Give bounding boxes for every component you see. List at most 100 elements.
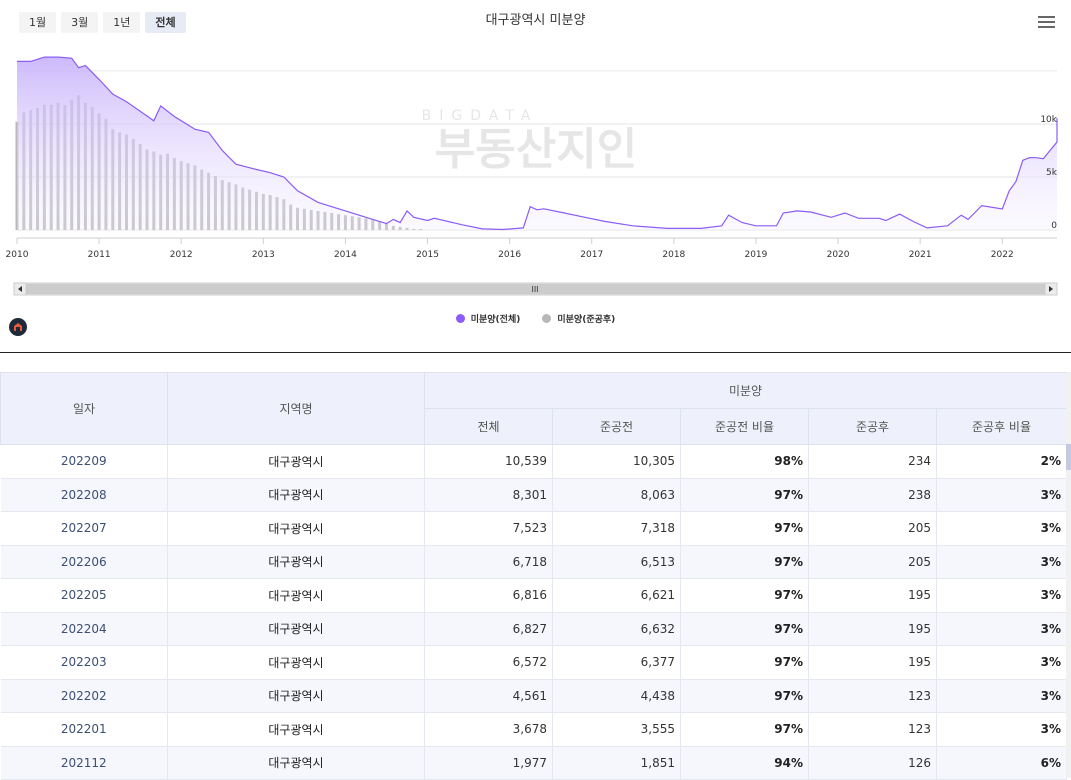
table-row[interactable]: 202209 대구광역시 10,539 10,305 98% 234 2% bbox=[0, 444, 1068, 479]
legend-item-total[interactable]: 미분양(전체) bbox=[455, 312, 521, 325]
cell-total: 6,718 bbox=[424, 545, 553, 579]
cell-after-ratio: 6% bbox=[936, 746, 1068, 780]
scroller-grip-icon: III bbox=[531, 285, 538, 294]
range-button-all[interactable]: 전체 bbox=[145, 12, 186, 33]
cell-before: 6,632 bbox=[552, 612, 681, 646]
cell-after: 126 bbox=[808, 746, 937, 780]
cell-after: 205 bbox=[808, 511, 937, 546]
cell-total: 6,572 bbox=[424, 645, 553, 680]
chart-title: 대구광역시 미분양 bbox=[485, 13, 586, 28]
x-tick-label: 2022 bbox=[991, 250, 1014, 260]
cell-before: 6,513 bbox=[552, 545, 681, 579]
column-header-region[interactable]: 지역명 bbox=[167, 372, 425, 445]
table-row[interactable]: 202201 대구광역시 3,678 3,555 97% 123 3% bbox=[0, 712, 1068, 747]
cell-before: 4,438 bbox=[552, 679, 681, 713]
cell-date: 202204 bbox=[0, 612, 168, 646]
cell-before: 8,063 bbox=[552, 478, 681, 512]
cell-after-ratio: 3% bbox=[936, 645, 1068, 680]
cell-before: 6,621 bbox=[552, 578, 681, 613]
y-tick-label: 0 bbox=[1051, 221, 1057, 231]
range-button-1m[interactable]: 1월 bbox=[19, 12, 57, 33]
table-row[interactable]: 202206 대구광역시 6,718 6,513 97% 205 3% bbox=[0, 545, 1068, 579]
scroller-thumb[interactable] bbox=[26, 284, 1045, 294]
watermark: BIGDATA 부동산지인 bbox=[422, 108, 638, 175]
table-row[interactable]: 202207 대구광역시 7,523 7,318 97% 205 3% bbox=[0, 511, 1068, 546]
legend-label-total: 미분양(전체) bbox=[470, 315, 521, 325]
cell-before: 3,555 bbox=[552, 712, 681, 747]
cell-region: 대구광역시 bbox=[167, 578, 425, 613]
column-header-after-ratio[interactable]: 준공후 비율 bbox=[935, 408, 1068, 445]
watermark-sub: BIGDATA bbox=[422, 108, 539, 124]
x-tick-label: 2021 bbox=[909, 250, 932, 260]
column-header-after[interactable]: 준공후 bbox=[808, 408, 937, 445]
x-tick-label: 2016 bbox=[498, 250, 521, 260]
range-button-3m[interactable]: 3월 bbox=[61, 12, 99, 33]
cell-after: 195 bbox=[808, 645, 937, 680]
column-group-header: 미분양 bbox=[423, 372, 1068, 409]
hamburger-menu-icon[interactable] bbox=[1038, 16, 1055, 30]
cell-date: 202209 bbox=[0, 444, 168, 479]
cell-after-ratio: 3% bbox=[936, 478, 1068, 512]
legend-label-after: 미분양(준공후) bbox=[557, 315, 616, 325]
cell-after-ratio: 3% bbox=[936, 511, 1068, 546]
data-table: 일자 지역명 미분양 전체 준공전 준공전 비율 준공후 준공후 비율 2022… bbox=[0, 372, 1068, 780]
y-tick-label: 10k bbox=[1040, 115, 1057, 125]
cell-before-ratio: 97% bbox=[680, 478, 809, 512]
cell-before-ratio: 97% bbox=[680, 712, 809, 747]
cell-before: 6,377 bbox=[552, 645, 681, 680]
cell-date: 202206 bbox=[0, 545, 168, 579]
table-row[interactable]: 202112 대구광역시 1,977 1,851 94% 126 6% bbox=[0, 746, 1068, 780]
table-row[interactable]: 202205 대구광역시 6,816 6,621 97% 195 3% bbox=[0, 578, 1068, 613]
cell-after-ratio: 3% bbox=[936, 712, 1068, 747]
cell-region: 대구광역시 bbox=[167, 444, 425, 479]
cell-total: 6,816 bbox=[424, 578, 553, 613]
table-scrollbar[interactable] bbox=[1066, 372, 1071, 778]
cell-total: 7,523 bbox=[424, 511, 553, 546]
series-line-total[interactable] bbox=[17, 56, 1058, 231]
x-tick-label: 2018 bbox=[662, 250, 685, 260]
x-tick-label: 2014 bbox=[334, 250, 357, 260]
table-row[interactable]: 202208 대구광역시 8,301 8,063 97% 238 3% bbox=[0, 478, 1068, 512]
cell-date: 202203 bbox=[0, 645, 168, 680]
column-header-total[interactable]: 전체 bbox=[424, 408, 553, 445]
table-row[interactable]: 202202 대구광역시 4,561 4,438 97% 123 3% bbox=[0, 679, 1068, 713]
x-tick-label: 2017 bbox=[580, 250, 603, 260]
cell-before: 10,305 bbox=[552, 444, 681, 479]
brand-logo-icon bbox=[9, 318, 27, 336]
cell-total: 3,678 bbox=[424, 712, 553, 747]
cell-region: 대구광역시 bbox=[167, 545, 425, 579]
cell-region: 대구광역시 bbox=[167, 612, 425, 646]
cell-after-ratio: 2% bbox=[936, 444, 1068, 479]
cell-region: 대구광역시 bbox=[167, 712, 425, 747]
table-row[interactable]: 202204 대구광역시 6,827 6,632 97% 195 3% bbox=[0, 612, 1068, 646]
column-header-before[interactable]: 준공전 bbox=[552, 408, 681, 445]
cell-region: 대구광역시 bbox=[167, 645, 425, 680]
cell-region: 대구광역시 bbox=[167, 478, 425, 512]
table-scrollbar-thumb[interactable] bbox=[1066, 444, 1071, 470]
cell-date: 202112 bbox=[0, 746, 168, 780]
cell-region: 대구광역시 bbox=[167, 746, 425, 780]
chart-svg: BIGDATA 부동산지인 2010 2011 2012 2013 2014 2015 20… bbox=[6, 56, 1058, 296]
cell-total: 4,561 bbox=[424, 679, 553, 713]
cell-after-ratio: 3% bbox=[936, 578, 1068, 613]
cell-before-ratio: 97% bbox=[680, 645, 809, 680]
cell-before-ratio: 97% bbox=[680, 511, 809, 546]
cell-total: 1,977 bbox=[424, 746, 553, 780]
cell-before-ratio: 98% bbox=[680, 444, 809, 479]
x-tick-label: 2012 bbox=[170, 250, 193, 260]
legend-item-after[interactable]: 미분양(준공후) bbox=[542, 312, 615, 325]
cell-after: 238 bbox=[808, 478, 937, 512]
cell-after: 123 bbox=[808, 712, 937, 747]
cell-after-ratio: 3% bbox=[936, 679, 1068, 713]
range-button-1y[interactable]: 1년 bbox=[103, 12, 141, 33]
x-tick-label: 2019 bbox=[744, 250, 767, 260]
cell-before-ratio: 97% bbox=[680, 612, 809, 646]
column-header-date[interactable]: 일자 bbox=[0, 372, 168, 445]
cell-date: 202201 bbox=[0, 712, 168, 747]
column-header-before-ratio[interactable]: 준공전 비율 bbox=[680, 408, 809, 445]
scroller-left-arrow-icon bbox=[18, 286, 22, 292]
table-row[interactable]: 202203 대구광역시 6,572 6,377 97% 195 3% bbox=[0, 645, 1068, 680]
watermark-text: 부동산지인 bbox=[435, 124, 637, 175]
cell-region: 대구광역시 bbox=[167, 679, 425, 713]
cell-total: 8,301 bbox=[424, 478, 553, 512]
